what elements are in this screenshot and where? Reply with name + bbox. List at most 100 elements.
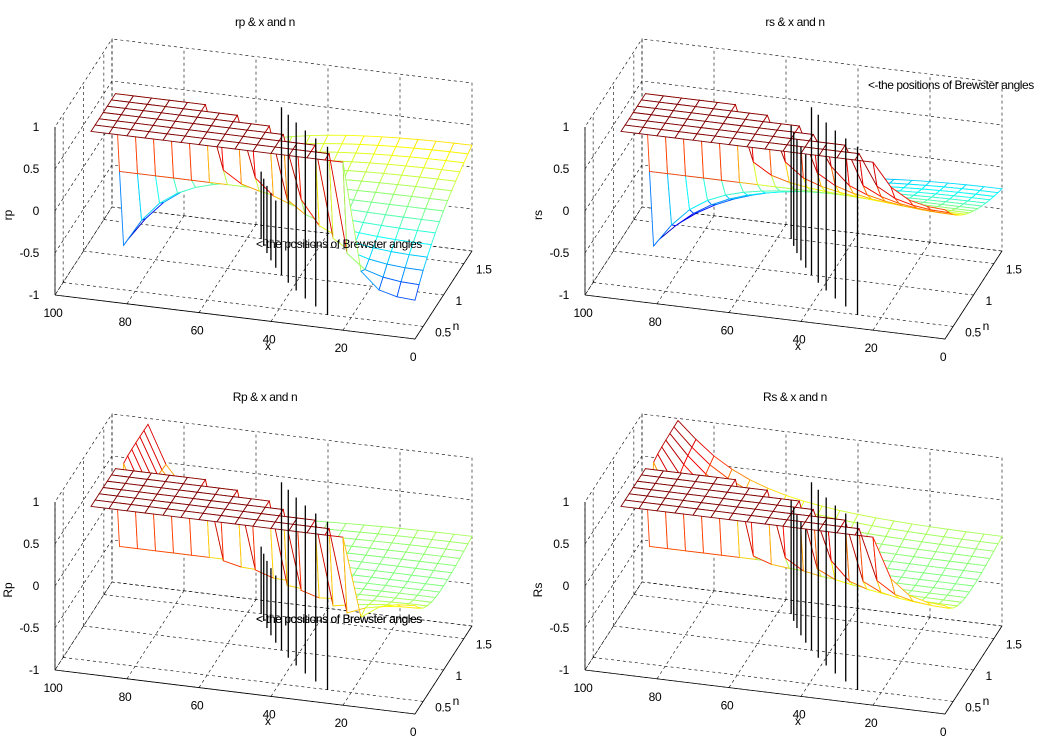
z-tick-label: -0.5 [550, 621, 570, 635]
gridline-n [613, 250, 974, 296]
z-tick-label: -1 [559, 663, 570, 677]
z-tick-label: 1 [33, 120, 40, 134]
x-tick-label: 0 [410, 725, 417, 739]
x-tick-label: 60 [191, 324, 204, 338]
n-tick-label: 0.5 [965, 325, 981, 339]
x-tick-label: 20 [865, 716, 878, 730]
z-tick-label: 0.5 [553, 162, 569, 176]
x-tick-label: 20 [335, 341, 348, 355]
z-tick-label: 0.5 [23, 537, 39, 551]
x-tick-label: 60 [721, 699, 734, 713]
x-axis-label: x [265, 714, 271, 728]
x-tick-label: 40 [263, 332, 276, 346]
gridline-n [63, 657, 424, 702]
gridline-z [584, 455, 1003, 545]
gridline-n [593, 657, 954, 702]
n-axis-label: n [983, 319, 990, 333]
x-tick-label: 100 [573, 306, 593, 320]
z-tick-label: -0.5 [20, 621, 40, 635]
n-axis-line [414, 625, 473, 715]
z-tick-label: -1 [29, 663, 40, 677]
x-tick-label: 40 [793, 707, 806, 721]
brewster-annotation: <-the positions of Brewster angles [256, 612, 422, 626]
gridline-n [103, 594, 464, 639]
gridline-z [54, 164, 473, 254]
x-tick-label: 60 [721, 324, 734, 338]
x-tick-label: 20 [865, 341, 878, 355]
n-tick-label: 1 [456, 294, 463, 308]
z-tick-label: 1 [563, 495, 570, 509]
z-axis-label: Rs [531, 583, 545, 598]
gridline-n [83, 625, 444, 671]
chart-title: Rp & x and n [233, 390, 298, 404]
brewster-annotation: <-the positions of Brewster angles [256, 612, 422, 626]
x-axis-label: x [265, 339, 271, 353]
gridline-n [593, 282, 954, 327]
x-tick-label: 80 [649, 690, 662, 704]
gridline-z [584, 164, 1003, 254]
n-tick-label: 1 [986, 294, 993, 308]
x-axis-label: x [795, 339, 801, 353]
x-tick-label: 80 [119, 690, 132, 704]
chart-panel-Rp: 100 80 60 40 20 0 0.5 1 1.5 -1 -0.5 0 0.5 1 x n Rp Rp & x… [1, 390, 493, 739]
x-tick-label: 100 [43, 681, 63, 695]
x-axis-line [584, 669, 946, 715]
surface-cell [396, 604, 420, 609]
chart-panel-Rs: 100 80 60 40 20 0 0.5 1 1.5 -1 -0.5 0 0.5 1 x n Rs Rs & x… [256, 390, 1023, 739]
z-tick-label: -0.5 [550, 246, 570, 260]
x-axis-label: x [795, 714, 801, 728]
z-axis-label: Rp [1, 582, 15, 598]
surface-cell [925, 205, 950, 214]
gridline-z [54, 80, 473, 170]
n-tick-label: 1 [456, 669, 463, 683]
x-tick-label: 40 [793, 332, 806, 346]
gridline-z [54, 455, 473, 545]
z-tick-label: 0 [563, 204, 570, 218]
n-axis-label: n [453, 694, 460, 708]
n-tick-label: 0.5 [435, 700, 451, 714]
chart-title: rp & x and n [235, 15, 295, 29]
z-axis-label: rp [1, 209, 15, 220]
n-axis-label: n [453, 319, 460, 333]
n-tick-label: 1.5 [1006, 263, 1022, 277]
brewster-annotation: <-the positions of Brewster angles [868, 78, 1034, 92]
x-tick-label: 0 [940, 725, 947, 739]
gridline-z [54, 539, 473, 629]
gridline-z [584, 80, 1003, 170]
n-tick-label: 1 [986, 669, 993, 683]
x-tick-label: 100 [573, 681, 593, 695]
n-tick-label: 0.5 [965, 700, 981, 714]
n-axis-line [944, 625, 1003, 715]
z-tick-label: 0.5 [23, 162, 39, 176]
x-tick-label: 80 [119, 315, 132, 329]
x-tick-label: 80 [649, 315, 662, 329]
z-tick-label: 0 [33, 204, 40, 218]
x-tick-label: 0 [940, 350, 947, 364]
surface-cell [926, 601, 950, 609]
z-tick-label: 0.5 [553, 537, 569, 551]
z-tick-label: 0 [563, 579, 570, 593]
chart-panel-rs: 100 80 60 40 20 0 0.5 1 1.5 -1 -0.5 0 0.5 1 x n rs rs & x… [531, 15, 1035, 364]
z-tick-label: -1 [559, 288, 570, 302]
z-tick-label: 1 [563, 120, 570, 134]
n-axis-line [414, 250, 473, 340]
n-tick-label: 1.5 [476, 263, 492, 277]
x-axis-line [54, 294, 416, 340]
n-tick-label: 1.5 [476, 638, 492, 652]
n-axis-label: n [983, 694, 990, 708]
x-tick-label: 40 [263, 707, 276, 721]
chart-panel-rp: 100 80 60 40 20 0 0.5 1 1.5 -1 -0.5 0 0.5 1 x n rp rp & x… [1, 15, 493, 364]
brewster-annotation: <-the positions of Brewster angles [256, 237, 422, 251]
z-tick-label: -1 [29, 288, 40, 302]
gridline-n [633, 594, 994, 639]
z-tick-label: 0 [33, 579, 40, 593]
x-axis-line [54, 669, 416, 715]
n-axis-line [944, 250, 1003, 340]
x-tick-label: 60 [191, 699, 204, 713]
z-tick-label: 1 [33, 495, 40, 509]
chart-title: rs & x and n [765, 15, 824, 29]
x-tick-label: 0 [410, 350, 417, 364]
z-tick-label: -0.5 [20, 246, 40, 260]
x-tick-label: 20 [335, 716, 348, 730]
